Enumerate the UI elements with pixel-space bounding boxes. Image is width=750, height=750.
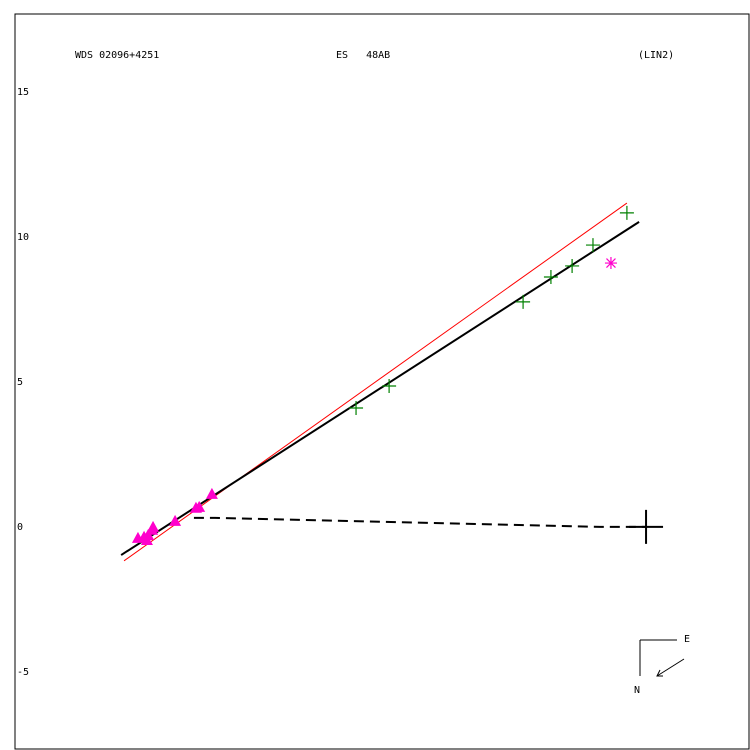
plus-point [565, 258, 580, 273]
triangle-point [147, 520, 160, 532]
triangle-point [140, 533, 153, 545]
triangle-point [169, 514, 182, 526]
chart-subtitle: ES 48AB [336, 50, 390, 61]
plus-point [619, 205, 634, 220]
plot-frame [14, 13, 750, 750]
cross-point [629, 509, 664, 544]
y-tick-label: 15 [17, 87, 29, 98]
plus-point [543, 269, 558, 284]
plus-point [349, 401, 364, 416]
direction-arrow-head [656, 669, 663, 677]
y-tick-label: -5 [17, 667, 29, 678]
plus-point [382, 378, 397, 393]
compass [639, 639, 685, 677]
star-point [604, 257, 617, 270]
triangle-point [193, 500, 206, 512]
compass-east-label: E [684, 634, 690, 645]
direction-arrow [656, 658, 685, 677]
y-tick-label: 0 [17, 522, 23, 533]
chart-title: WDS 02096+4251 [75, 50, 159, 61]
triangle-point [205, 487, 218, 499]
plus-point [585, 238, 600, 253]
compass-north-label: N [634, 685, 640, 696]
annotation: (LIN2) [638, 50, 674, 61]
plus-point [516, 294, 531, 309]
dashed-line [193, 516, 647, 528]
y-tick-label: 10 [17, 232, 29, 243]
fit-line [123, 202, 628, 562]
y-tick-label: 5 [17, 377, 23, 388]
